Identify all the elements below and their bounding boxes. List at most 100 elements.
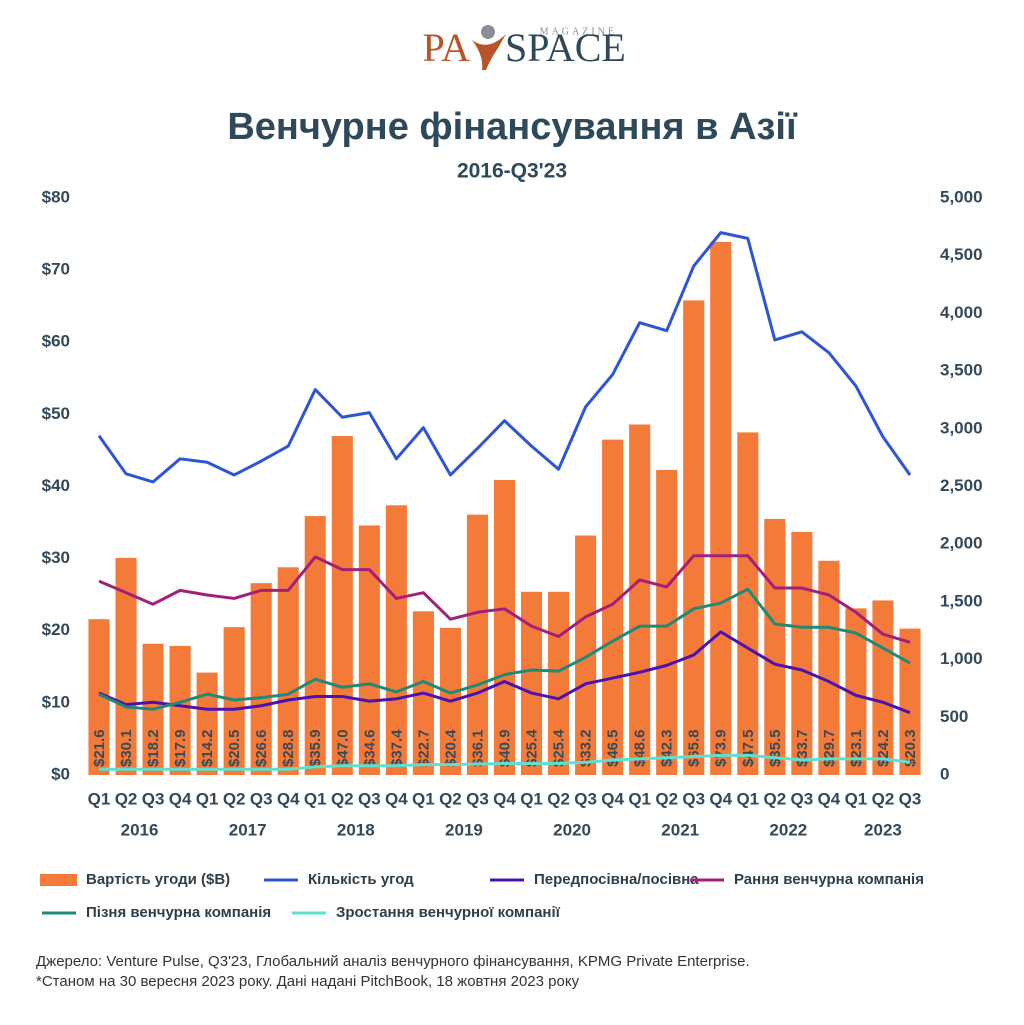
y2-tick-label: 1,000 xyxy=(940,649,983,668)
bar-value-label: $20.3 xyxy=(902,729,919,767)
bar xyxy=(493,480,516,775)
y2-tick-label: 4,500 xyxy=(940,245,983,264)
bar-value-label: $42.3 xyxy=(659,729,676,767)
bar xyxy=(88,619,110,775)
bar-value-label: $22.7 xyxy=(415,729,432,767)
logo-tag: MAGAZINE xyxy=(540,26,617,37)
x-tick-label: Q2 xyxy=(655,789,678,808)
bar-value-label: $33.7 xyxy=(794,729,811,767)
legend-swatch xyxy=(40,874,77,886)
logo-left: PA xyxy=(423,25,471,70)
y-tick-label: $60 xyxy=(42,332,70,351)
bar-value-label: $46.5 xyxy=(605,729,622,767)
x-tick-label: Q3 xyxy=(250,789,273,808)
bar xyxy=(710,241,732,776)
y-tick-label: $20 xyxy=(42,620,70,639)
bar-value-label: $33.2 xyxy=(578,729,595,767)
bar-value-label: $18.2 xyxy=(145,729,162,767)
x-tick-label: Q3 xyxy=(682,789,705,808)
legend-label: Рання венчурна компанія xyxy=(734,871,924,888)
x-tick-label: Q3 xyxy=(466,789,489,808)
bar xyxy=(277,567,299,775)
x-tick-label: Q1 xyxy=(412,789,435,808)
bar xyxy=(899,628,921,775)
chart-subtitle: 2016-Q3'23 xyxy=(457,160,567,183)
x-tick-label: Q2 xyxy=(547,789,570,808)
x-tick-label: Q4 xyxy=(818,789,841,808)
bar-value-label: $30.1 xyxy=(118,729,135,767)
logo-right: SPACE xyxy=(505,25,626,70)
bar-value-label: $47.0 xyxy=(334,729,351,767)
x-tick-label: Q2 xyxy=(223,789,246,808)
y-tick-label: $30 xyxy=(42,548,70,567)
year-label: 2023 xyxy=(864,820,902,839)
legend-label: Вартість угоди ($B) xyxy=(86,871,230,888)
x-tick-label: Q1 xyxy=(628,789,651,808)
bar xyxy=(250,583,272,775)
line xyxy=(98,554,911,644)
x-tick-label: Q3 xyxy=(142,789,165,808)
x-tick-label: Q4 xyxy=(601,789,624,808)
bar-value-label: $24.2 xyxy=(875,729,892,767)
bar xyxy=(466,514,489,775)
line xyxy=(99,753,911,771)
bar-value-label: $14.2 xyxy=(199,729,216,767)
bar-value-label: $20.4 xyxy=(442,729,459,767)
x-tick-label: Q2 xyxy=(872,789,895,808)
bar xyxy=(358,525,380,775)
x-tick-label: Q3 xyxy=(899,789,922,808)
bar-value-label: $35.9 xyxy=(307,729,324,767)
year-label: 2017 xyxy=(229,820,267,839)
bar xyxy=(818,560,840,775)
year-label: 2020 xyxy=(553,820,591,839)
year-label: 2018 xyxy=(337,820,375,839)
bar xyxy=(548,591,570,775)
bar xyxy=(520,591,543,775)
x-tick-label: Q1 xyxy=(196,789,219,808)
bar xyxy=(656,469,678,775)
y2-tick-label: 500 xyxy=(940,707,968,726)
x-tick-label: Q4 xyxy=(709,789,732,808)
y-tick-label: $50 xyxy=(42,404,70,423)
y2-tick-label: 3,000 xyxy=(940,418,983,437)
bar-value-label: $34.6 xyxy=(361,729,378,767)
bar-value-label: $73.9 xyxy=(713,729,730,767)
bar-value-label: $65.8 xyxy=(686,729,703,767)
legend-label: Передпосівна/посівна xyxy=(534,871,699,888)
bar-value-label: $21.6 xyxy=(91,729,108,767)
bar-value-label: $35.5 xyxy=(767,729,784,767)
bar xyxy=(683,300,705,775)
bar-value-label: $23.1 xyxy=(848,729,865,767)
bar xyxy=(169,645,191,775)
y-tick-label: $0 xyxy=(51,764,70,783)
x-tick-label: Q2 xyxy=(115,789,138,808)
y-tick-label: $70 xyxy=(42,260,70,279)
x-tick-label: Q4 xyxy=(169,789,192,808)
x-tick-label: Q4 xyxy=(385,789,408,808)
y-tick-label: $80 xyxy=(42,187,70,206)
bar-value-label: $47.5 xyxy=(740,729,757,767)
bar-value-label: $28.8 xyxy=(280,729,297,767)
bar xyxy=(845,608,867,775)
x-tick-label: Q2 xyxy=(439,789,462,808)
bar xyxy=(737,432,759,775)
year-label: 2021 xyxy=(661,820,699,839)
x-tick-label: Q1 xyxy=(520,789,543,808)
line xyxy=(98,630,911,715)
bar-value-label: $17.9 xyxy=(172,729,189,767)
bar-value-label: $20.5 xyxy=(226,729,243,767)
bar xyxy=(115,557,137,775)
y2-tick-label: 2,500 xyxy=(940,476,983,495)
year-label: 2016 xyxy=(121,820,159,839)
bar xyxy=(196,672,218,775)
x-tick-label: Q1 xyxy=(88,789,111,808)
x-tick-label: Q4 xyxy=(277,789,300,808)
bar-value-label: $29.7 xyxy=(821,729,838,767)
y2-tick-label: 5,000 xyxy=(940,187,983,206)
y2-tick-label: 1,500 xyxy=(940,591,983,610)
x-tick-label: Q1 xyxy=(845,789,868,808)
bar xyxy=(304,516,326,775)
line xyxy=(98,587,911,711)
bar xyxy=(331,436,353,775)
